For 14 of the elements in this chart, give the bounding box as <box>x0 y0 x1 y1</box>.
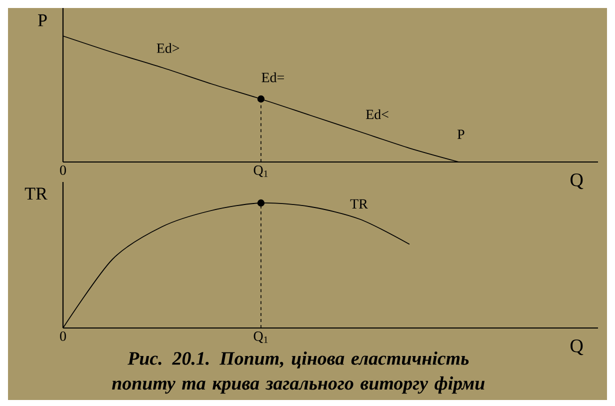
x-tick-label: Q$_{1}$ <box>254 166 268 178</box>
y-axis-title: P <box>38 14 47 26</box>
x-axis-title: Q <box>570 340 584 356</box>
series-label: TR <box>350 199 368 208</box>
x-axis-title: Q <box>570 174 584 190</box>
text: Рис. 20.1. Попит, цінова еластичність попиту та крива загального виторгу фірми <box>112 352 485 394</box>
x-tick-label: 0 <box>60 332 66 341</box>
series-label: P <box>457 130 464 139</box>
annotation: Ed= <box>262 72 284 82</box>
annotation: Ed< <box>366 109 388 120</box>
annotation: Ed> <box>156 43 180 53</box>
x-tick-label: Q$_{1}$ <box>254 332 268 344</box>
x-tick-label: 0 <box>60 166 66 175</box>
y-axis-title: TR <box>24 188 48 200</box>
